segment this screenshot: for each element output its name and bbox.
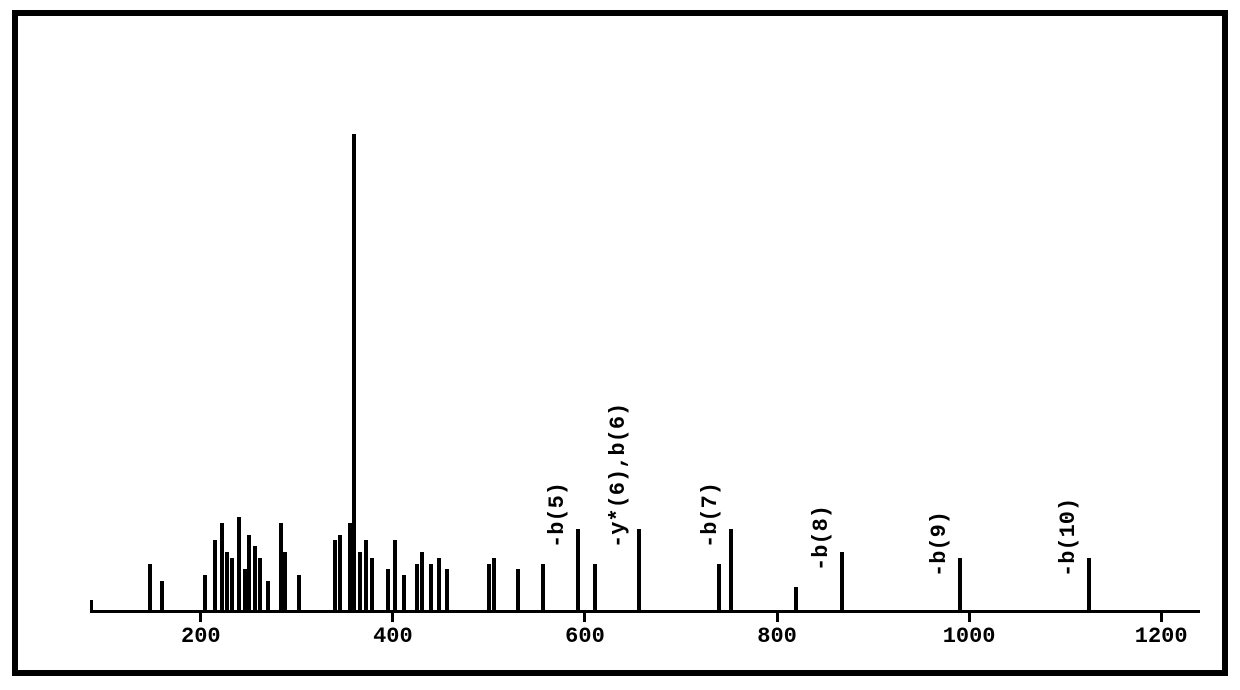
- spectrum-peak: [213, 540, 217, 613]
- peak-label: -b(10): [1056, 498, 1081, 577]
- spectrum-peak: [148, 564, 152, 613]
- spectrum-peak: [445, 569, 449, 613]
- spectrum-peak: [415, 564, 419, 613]
- spectrum-peak: [279, 523, 283, 613]
- spectrum-peak: [717, 564, 721, 613]
- x-tick: [583, 610, 586, 622]
- spectrum-peak: [160, 581, 164, 613]
- spectrum-peak: [258, 558, 262, 613]
- spectrum-peak: [225, 552, 229, 613]
- spectrum-peak: [266, 581, 270, 613]
- spectrum-peak: [247, 535, 251, 613]
- spectrum-peak: [1087, 558, 1091, 613]
- spectrum-peak: [283, 552, 287, 613]
- spectrum-peak: [352, 134, 356, 613]
- spectrum-peak: [358, 552, 362, 613]
- spectrum-peak: [794, 587, 798, 613]
- peak-label: -b(7): [698, 482, 723, 548]
- spectrum-peak: [386, 569, 390, 613]
- spectrum-peak: [958, 558, 962, 613]
- x-tick-label: 800: [757, 624, 797, 649]
- peak-label: -b(9): [927, 511, 952, 577]
- spectrum-peak: [220, 523, 224, 613]
- spectrum-peak: [338, 535, 342, 613]
- peak-label: -y*(6),b(6): [606, 403, 631, 548]
- spectrum-peak: [420, 552, 424, 613]
- plot-area: 200 400 600 800 1000 1200 -b(5) -y*(6),b(6) -b(7…: [18, 16, 1222, 670]
- spectrum-peak: [437, 558, 441, 613]
- x-tick-label: 1200: [1135, 624, 1188, 649]
- x-tick-label: 1000: [943, 624, 996, 649]
- spectrum-peak: [840, 552, 844, 613]
- spectrum-peak: [402, 575, 406, 613]
- spectrum-peak: [348, 523, 352, 613]
- x-tick-label: 400: [373, 624, 413, 649]
- spectrum-peak: [637, 529, 641, 613]
- x-tick: [968, 610, 971, 622]
- spectrum-peak: [364, 540, 368, 613]
- x-tick: [1160, 610, 1163, 622]
- spectrum-peak: [541, 564, 545, 613]
- spectrum-peak: [370, 558, 374, 613]
- spectrum-peak: [237, 517, 241, 613]
- spectrum-peak: [576, 529, 580, 613]
- spectrum-peak: [487, 564, 491, 613]
- x-tick-label: 600: [565, 624, 605, 649]
- spectrum-peak: [492, 558, 496, 613]
- spectrum-peak: [297, 575, 301, 613]
- spectrum-peak: [230, 558, 234, 613]
- x-tick-label: 200: [181, 624, 221, 649]
- spectrum-peak: [593, 564, 597, 613]
- spectrum-peak: [729, 529, 733, 613]
- x-tick: [776, 610, 779, 622]
- spectrum-peak: [203, 575, 207, 613]
- spectrum-peak: [253, 546, 257, 613]
- peak-label: -b(8): [809, 505, 834, 571]
- spectrum-peak: [516, 569, 520, 613]
- peak-label: -b(5): [545, 482, 570, 548]
- spectrum-peak: [333, 540, 337, 613]
- y-axis-stub: [90, 600, 93, 613]
- spectrum-peak: [393, 540, 397, 613]
- spectrum-peak: [429, 564, 433, 613]
